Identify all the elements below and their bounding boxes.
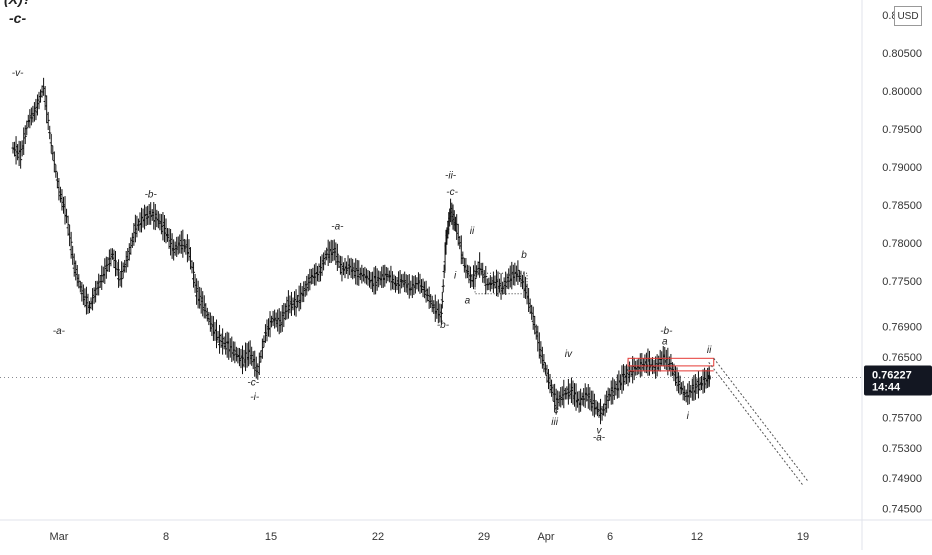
time-axis[interactable]: Mar 8 15 22 29 Apr 6 12 19 [50, 531, 810, 543]
wave-label: iii [551, 417, 558, 428]
price-axis[interactable]: 0.810000.805000.800000.795000.790000.785… [882, 10, 922, 515]
wave-label: -b- [145, 189, 158, 200]
wave-label: -b- [437, 320, 450, 331]
price-tick-label: 0.78000 [882, 238, 922, 250]
last-price-value: 0.76227 [872, 370, 912, 382]
wave-label: a [465, 296, 471, 307]
time-tick-label: 8 [163, 531, 169, 543]
wave-label: iv [565, 349, 573, 360]
wave-label: -c- [247, 378, 259, 389]
wave-label: -a- [53, 326, 66, 337]
price-tick-label: 0.77500 [882, 276, 922, 288]
price-tick-label: 0.80000 [882, 86, 922, 98]
wave-label: a [662, 337, 668, 348]
bar-countdown: 14:44 [872, 382, 901, 394]
time-tick-label: 19 [797, 531, 809, 543]
price-bars [11, 77, 711, 425]
time-tick-label: Mar [50, 531, 69, 543]
projection-line-upper [713, 358, 809, 483]
time-tick-label: 15 [265, 531, 277, 543]
price-tick-label: 0.74900 [882, 473, 922, 485]
price-tick-label: 0.74500 [882, 504, 922, 516]
last-price-badge-bg [864, 365, 932, 396]
wave-label: -c- [9, 10, 26, 26]
currency-badge[interactable]: USD [894, 6, 922, 26]
target-zone-box [627, 357, 715, 367]
wave-label: -v- [12, 68, 24, 79]
wave-label: -a- [331, 221, 344, 232]
wave-label: -c- [446, 187, 458, 198]
price-tick-label: 0.78500 [882, 200, 922, 212]
wave-label: -a- [593, 432, 606, 443]
wave-label: -b- [660, 326, 673, 337]
price-tick-label: 0.79500 [882, 124, 922, 136]
wave-label: -ii- [445, 170, 457, 181]
price-tick-label: 0.76900 [882, 321, 922, 333]
price-tick-label: 0.79000 [882, 162, 922, 174]
wave-label: i [454, 271, 457, 282]
price-tick-label: 0.76500 [882, 352, 922, 364]
wave-label: b [521, 250, 527, 261]
projection-line-lower [708, 362, 804, 487]
time-tick-label: 29 [478, 531, 490, 543]
drawings [474, 272, 809, 487]
time-tick-label: 22 [372, 531, 384, 543]
wave-label: -i- [250, 392, 260, 403]
wave-label: (X)? [4, 0, 32, 7]
time-tick-label: Apr [537, 531, 554, 543]
time-tick-label: 6 [607, 531, 613, 543]
price-tick-label: 0.75700 [882, 413, 922, 425]
wave-label: c [554, 405, 559, 416]
price-tick-label: 0.80500 [882, 48, 922, 60]
wave-label: i [687, 411, 690, 422]
price-tick-label: 0.75300 [882, 443, 922, 455]
wave-labels: (X)?-c--v--a--b--c--i--a--b--ii--c-iiiba… [4, 0, 712, 443]
wave-label: ii [707, 345, 712, 356]
time-tick-label: 12 [691, 531, 703, 543]
wave-label: v [596, 425, 602, 436]
wave-label: ii [470, 226, 475, 237]
